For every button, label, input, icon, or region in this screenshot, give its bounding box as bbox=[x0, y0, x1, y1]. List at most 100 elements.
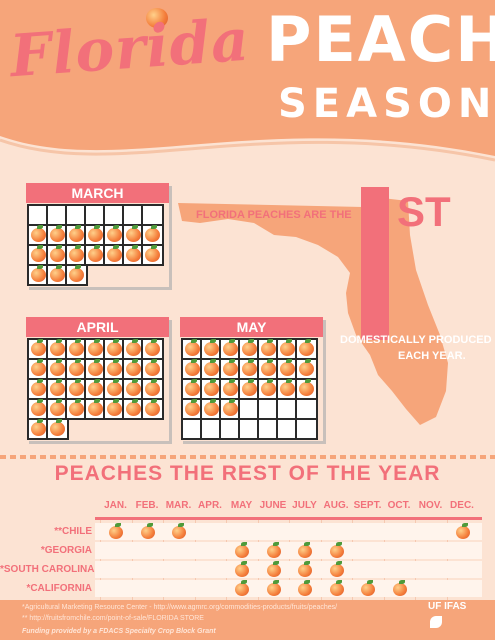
calendar-day-peach bbox=[238, 358, 261, 380]
calendar-day-peach bbox=[46, 264, 69, 286]
table-row bbox=[95, 542, 482, 559]
peach-icon bbox=[145, 225, 160, 242]
funding-note: Funding provided by a FDACS Specialty Cr… bbox=[22, 628, 216, 635]
calendar-day-peach bbox=[27, 358, 50, 380]
peach-icon bbox=[126, 225, 141, 242]
calendar-day-peach bbox=[276, 378, 299, 400]
calendar-day-peach bbox=[219, 398, 242, 420]
peach-icon bbox=[69, 339, 84, 356]
column-divider bbox=[163, 520, 164, 600]
peach-icon bbox=[223, 359, 238, 376]
column-divider bbox=[446, 520, 448, 600]
table-row bbox=[95, 580, 482, 597]
calendar-day-peach bbox=[141, 378, 164, 400]
calendar-day-peach bbox=[219, 358, 242, 380]
calendar-day-peach bbox=[141, 398, 164, 420]
peach-icon bbox=[261, 339, 276, 356]
calendar-day-peach bbox=[27, 398, 50, 420]
calendar-day-peach bbox=[103, 398, 126, 420]
calendar-day-peach bbox=[295, 338, 318, 360]
peach-icon bbox=[88, 339, 103, 356]
peach-icon bbox=[280, 379, 295, 396]
calendar-day-peach bbox=[27, 264, 50, 286]
calendar-day bbox=[122, 204, 145, 226]
peach-icon bbox=[126, 245, 141, 262]
peach-icon bbox=[361, 580, 375, 596]
peach-icon bbox=[204, 399, 219, 416]
calendar-day-peach bbox=[84, 358, 107, 380]
peach-icon bbox=[69, 225, 84, 242]
peach-icon bbox=[107, 339, 122, 356]
column-divider bbox=[194, 520, 196, 600]
peach-logo-icon bbox=[146, 8, 168, 28]
calendar-day-peach bbox=[103, 224, 126, 246]
florida-line1: FLORIDA PEACHES ARE THE bbox=[196, 209, 352, 221]
calendar-may: MAY bbox=[180, 317, 323, 441]
calendar-day-peach bbox=[103, 244, 126, 266]
calendar-day-peach bbox=[65, 224, 88, 246]
peach-icon bbox=[185, 359, 200, 376]
peach-icon bbox=[242, 379, 257, 396]
table-row bbox=[95, 523, 482, 540]
calendar-day-peach bbox=[141, 224, 164, 246]
calendar-april: APRIL bbox=[26, 317, 169, 441]
peach-icon bbox=[145, 379, 160, 396]
calendar-day-peach bbox=[46, 224, 69, 246]
column-divider bbox=[383, 520, 385, 600]
calendar-day bbox=[219, 418, 242, 440]
calendar-day-peach bbox=[122, 378, 145, 400]
peach-icon bbox=[69, 399, 84, 416]
peach-icon bbox=[455, 523, 470, 539]
calendar-day-peach bbox=[122, 224, 145, 246]
peach-icon bbox=[88, 359, 103, 376]
calendar-day-peach bbox=[238, 378, 261, 400]
month-label: FEB. bbox=[135, 500, 159, 511]
calendar-may-grid bbox=[180, 337, 323, 441]
calendar-day-peach bbox=[84, 338, 107, 360]
peach-icon bbox=[69, 379, 84, 396]
peach-icon bbox=[266, 580, 281, 596]
peach-icon bbox=[31, 399, 46, 416]
peach-icon bbox=[50, 225, 65, 242]
month-label: SEPT. bbox=[353, 500, 382, 511]
calendar-day-peach bbox=[84, 244, 107, 266]
peach-icon bbox=[69, 265, 84, 282]
title-season: SEASON bbox=[278, 81, 495, 127]
florida-line3: EACH YEAR. bbox=[398, 350, 466, 362]
peach-icon bbox=[299, 359, 314, 376]
calendar-day-peach bbox=[257, 338, 280, 360]
calendar-day-peach bbox=[295, 378, 318, 400]
peach-icon bbox=[50, 265, 65, 282]
peach-icon bbox=[50, 245, 65, 262]
calendar-day-peach bbox=[27, 378, 50, 400]
calendar-day-peach bbox=[46, 338, 69, 360]
peach-icon bbox=[107, 359, 122, 376]
peach-icon bbox=[31, 379, 46, 396]
calendar-day-peach bbox=[103, 378, 126, 400]
peach-icon bbox=[88, 245, 103, 262]
peach-icon bbox=[50, 399, 65, 416]
calendar-day-peach bbox=[27, 338, 50, 360]
peach-icon bbox=[299, 379, 314, 396]
calendar-day-peach bbox=[257, 358, 280, 380]
calendar-day-peach bbox=[200, 398, 223, 420]
peach-icon bbox=[204, 379, 219, 396]
calendar-day-peach bbox=[200, 338, 223, 360]
peach-icon bbox=[88, 399, 103, 416]
calendar-day-peach bbox=[122, 338, 145, 360]
peach-icon bbox=[261, 359, 276, 376]
peach-icon bbox=[107, 399, 122, 416]
month-label: JULY bbox=[292, 500, 317, 511]
calendar-day-peach bbox=[219, 378, 242, 400]
column-divider bbox=[320, 520, 322, 600]
calendar-day-peach bbox=[122, 358, 145, 380]
peach-icon bbox=[185, 339, 200, 356]
calendar-day-peach bbox=[27, 224, 50, 246]
calendar-day-peach bbox=[103, 338, 126, 360]
peach-icon bbox=[107, 379, 122, 396]
peach-icon bbox=[223, 339, 238, 356]
peach-icon bbox=[69, 359, 84, 376]
peach-icon bbox=[140, 523, 155, 539]
calendar-day-peach bbox=[84, 378, 107, 400]
calendar-day-peach bbox=[141, 358, 164, 380]
